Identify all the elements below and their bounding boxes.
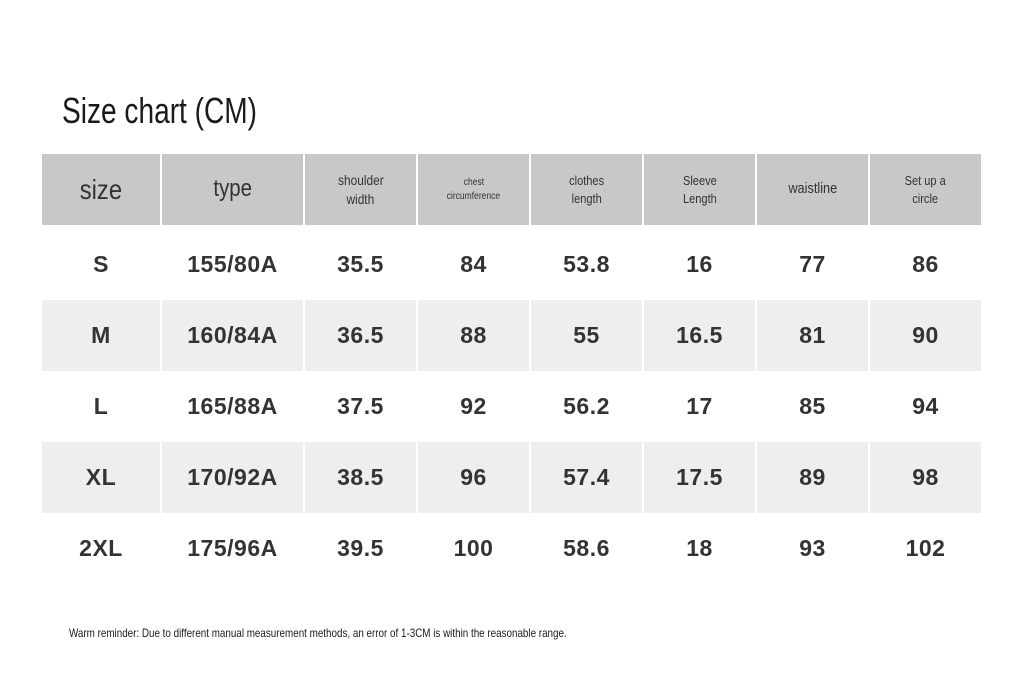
table-cell: 160/84A — [162, 300, 303, 371]
table-cell: 55 — [531, 300, 642, 371]
header-text: circle — [912, 190, 939, 206]
table-cell: 100 — [453, 535, 494, 561]
table-cell: 37.5 — [337, 393, 384, 419]
table-cell: 165/88A — [187, 393, 278, 419]
header-cell: Sleeve Length — [644, 154, 755, 225]
header-cell: shoulder width — [305, 154, 416, 225]
header-text: Sleeve — [682, 172, 717, 188]
title: Size chart (CM) — [62, 90, 258, 131]
table-cell: 84 — [460, 251, 487, 277]
table-cell: 102 — [905, 535, 946, 561]
table-cell: 53.8 — [563, 251, 610, 277]
table-cell: 16 — [686, 251, 713, 277]
table-cell: 170/92A — [162, 442, 303, 513]
table-cell: 56.2 — [563, 393, 610, 419]
table-cell: 18 — [686, 535, 713, 561]
header-text: Set up a — [904, 172, 947, 188]
table-cell: 2XL — [79, 535, 123, 561]
header-text: size — [79, 173, 123, 205]
table-cell: 58.6 — [563, 535, 610, 561]
table-cell: 17 — [686, 393, 713, 419]
table-cell: S — [93, 251, 109, 277]
table-cell: 17.5 — [644, 442, 755, 513]
header-text: circumference — [446, 190, 501, 202]
footnote: Warm reminder: Due to different manual m… — [69, 626, 567, 640]
table-cell: 90 — [870, 300, 981, 371]
table-cell: 86 — [912, 251, 939, 277]
header-cell: chest circumference — [418, 154, 529, 225]
table-cell: 88 — [418, 300, 529, 371]
table-cell: 16.5 — [644, 300, 755, 371]
header-cell: type — [162, 154, 303, 225]
table-cell: 93 — [799, 535, 826, 561]
table-cell: 89 — [757, 442, 868, 513]
table-cell: 98 — [870, 442, 981, 513]
table-cell: 81 — [757, 300, 868, 371]
table-cell: 92 — [460, 393, 487, 419]
table-cell: 36.5 — [305, 300, 416, 371]
table-cell: 94 — [912, 393, 939, 419]
table-cell: 57.4 — [531, 442, 642, 513]
header-text: type — [213, 175, 252, 203]
table-cell: 85 — [799, 393, 826, 419]
header-cell: size — [42, 154, 160, 225]
table-cell: 155/80A — [187, 251, 278, 277]
table-cell: L — [93, 393, 109, 419]
header-text: length — [571, 190, 602, 206]
table-cell: 38.5 — [305, 442, 416, 513]
header-text: chest — [463, 177, 484, 188]
header-cell: clothes length — [531, 154, 642, 225]
table-cell: 96 — [418, 442, 529, 513]
table-cell: 35.5 — [337, 251, 384, 277]
table-cell: 175/96A — [187, 535, 278, 561]
header-cell: Set up a circle — [870, 154, 981, 225]
table-cell: XL — [42, 442, 160, 513]
table-cell: 39.5 — [337, 535, 384, 561]
header-text: width — [346, 190, 375, 207]
header-text: Length — [682, 190, 717, 206]
table-cell: M — [42, 300, 160, 371]
header-cell: waistline — [757, 154, 868, 225]
table-cell: 77 — [799, 251, 826, 277]
header-text: clothes — [568, 172, 605, 188]
header-text: shoulder — [337, 171, 384, 188]
header-text: waistline — [788, 180, 837, 198]
